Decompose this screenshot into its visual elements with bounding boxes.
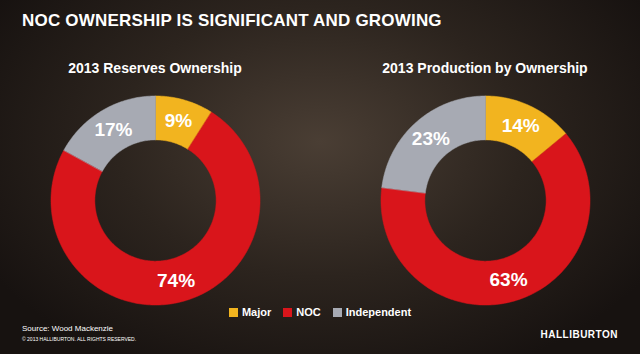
svg-text:74%: 74% (157, 270, 195, 291)
html-text:2013 Production by Ownership: 2013 Production by Ownership (382, 60, 588, 76)
svg-text:9%: 9% (165, 110, 193, 131)
html-text:Independent: Independent (345, 306, 412, 318)
html-text:NOC: NOC (296, 306, 321, 318)
html-text:2013 Reserves Ownership: 2013 Reserves Ownership (68, 60, 242, 76)
svg-text:14%: 14% (502, 115, 540, 136)
svg-text:63%: 63% (490, 269, 528, 290)
html-text:HALLIBURTON: HALLIBURTON (540, 329, 618, 340)
svg-text:23%: 23% (412, 128, 450, 149)
html-text:Source: Wood Mackenzie: Source: Wood Mackenzie (22, 324, 113, 333)
html-text:NOC OWNERSHIP IS SIGNIFICANT A: NOC OWNERSHIP IS SIGNIFICANT AND GROWING (22, 11, 442, 30)
html-text:Major: Major (241, 306, 272, 318)
svg-text:17%: 17% (94, 118, 132, 139)
html-text:© 2013 HALLIBURTON. ALL RIGHTS: © 2013 HALLIBURTON. ALL RIGHTS RESERVED. (22, 336, 137, 342)
